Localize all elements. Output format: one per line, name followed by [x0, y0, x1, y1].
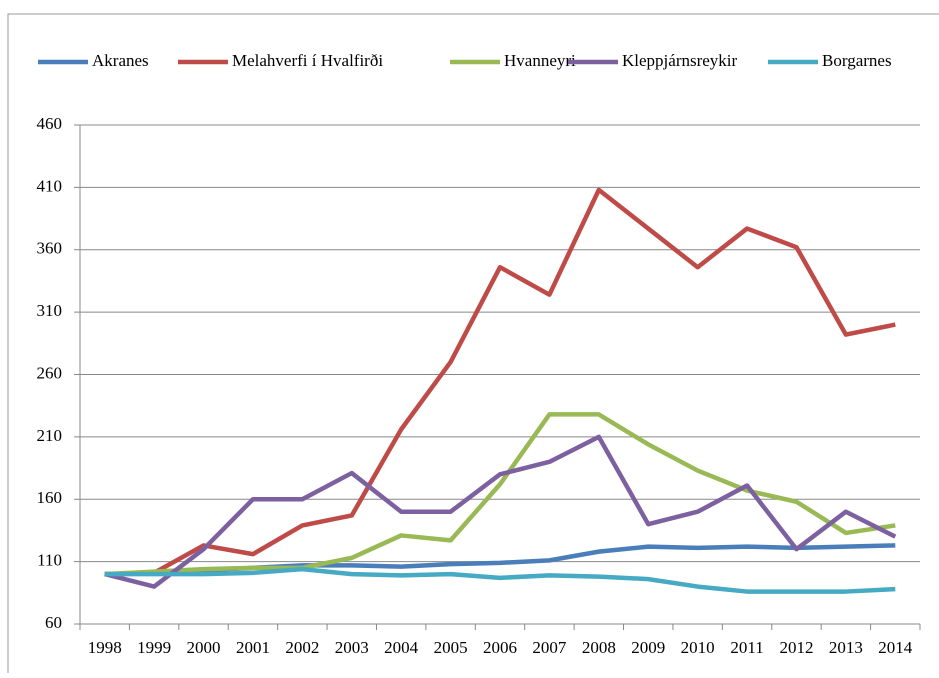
legend-label: Hvanneyri	[504, 51, 576, 70]
x-tick-label: 1998	[88, 638, 122, 657]
x-tick-label: 2007	[532, 638, 567, 657]
y-tick-label: 310	[37, 301, 63, 320]
y-tick-label: 410	[37, 176, 63, 195]
x-tick-label: 2013	[829, 638, 863, 657]
legend-label: Borgarnes	[822, 51, 892, 70]
legend-label: Akranes	[92, 51, 149, 70]
x-tick-label: 2004	[384, 638, 419, 657]
y-tick-label: 60	[45, 613, 62, 632]
x-tick-label: 2014	[878, 638, 913, 657]
x-tick-label: 2008	[582, 638, 616, 657]
y-tick-label: 360	[37, 239, 63, 258]
series-line	[104, 434, 897, 589]
x-tick-label: 2003	[335, 638, 369, 657]
x-tick-label: 2001	[236, 638, 270, 657]
series-line	[104, 412, 896, 577]
y-tick-label: 210	[37, 426, 63, 445]
x-tick-label: 1999	[137, 638, 171, 657]
x-tick-label: 2012	[779, 638, 813, 657]
y-tick-label: 160	[37, 488, 63, 507]
x-tick-label: 2011	[730, 638, 763, 657]
series-line	[104, 566, 896, 594]
x-tick-label: 2005	[434, 638, 468, 657]
x-tick-label: 2000	[187, 638, 221, 657]
y-tick-label: 110	[37, 551, 62, 570]
y-tick-label: 260	[37, 363, 63, 382]
x-tick-label: 2010	[681, 638, 715, 657]
y-tick-label: 460	[37, 114, 63, 133]
series-line	[104, 187, 896, 577]
chart-border	[7, 13, 939, 678]
x-tick-label: 2006	[483, 638, 517, 657]
legend-label: Melahverfi í Hvalfirði	[232, 51, 383, 70]
legend-label: Kleppjárnsreykir	[622, 51, 738, 70]
x-tick-label: 2009	[631, 638, 665, 657]
x-tick-label: 2002	[285, 638, 319, 657]
